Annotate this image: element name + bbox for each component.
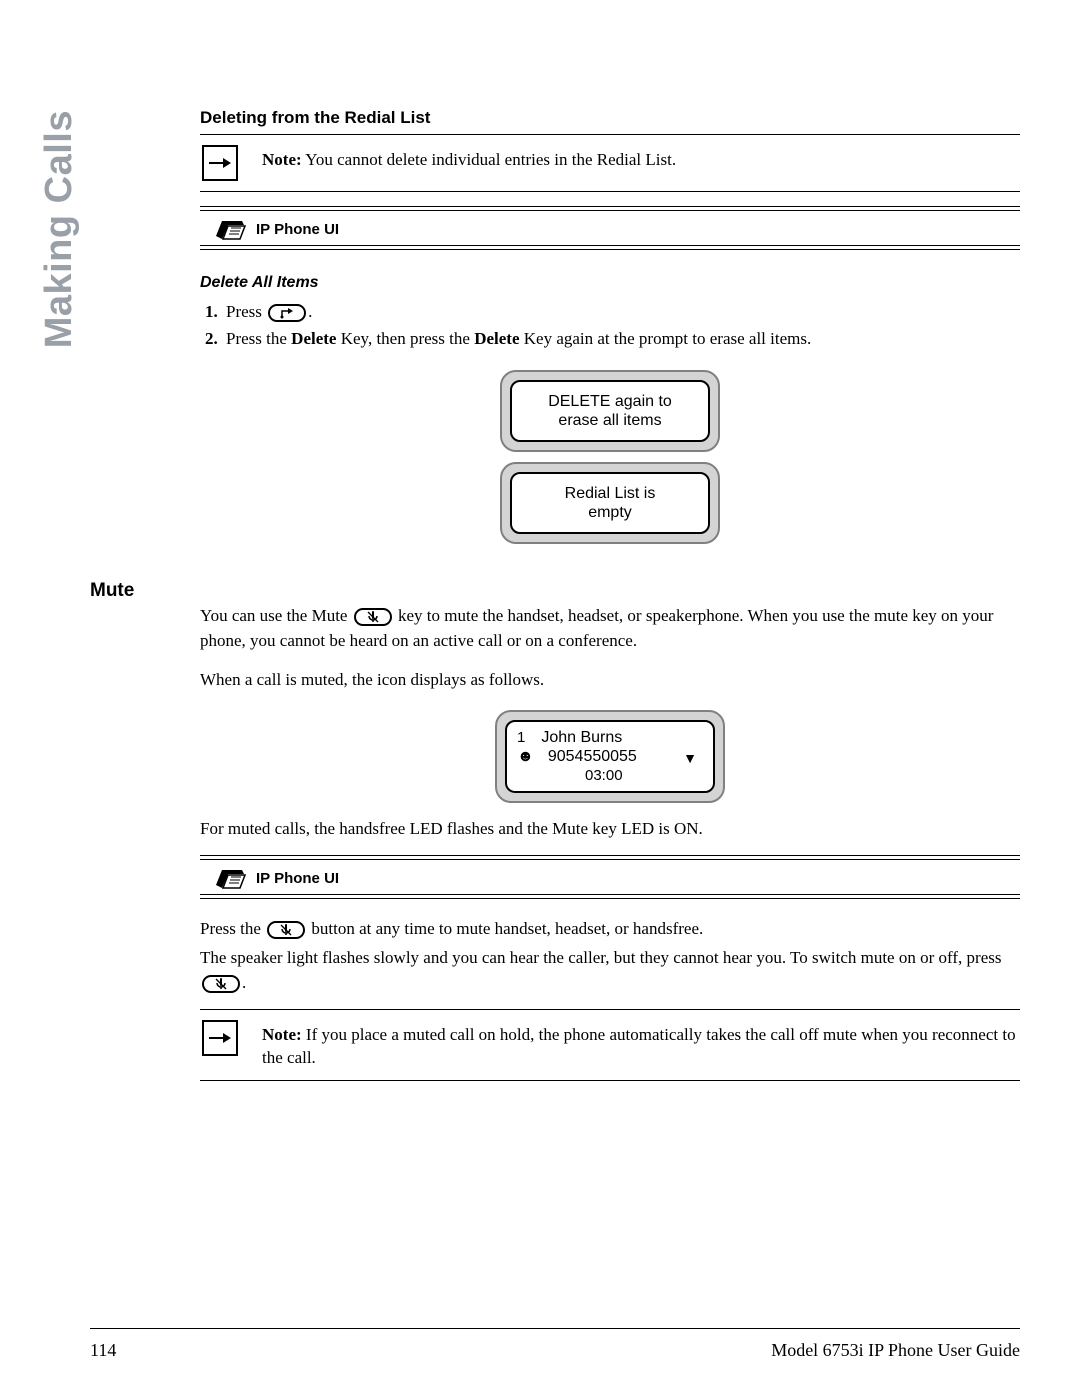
step2-a: Press the bbox=[226, 329, 291, 348]
ui-label: IP Phone UI bbox=[256, 221, 339, 238]
footer-divider bbox=[90, 1328, 1020, 1329]
lcd-screen-1: DELETE again to erase all items bbox=[500, 370, 720, 452]
redial-key-icon bbox=[268, 304, 306, 322]
lcd-screen-mute: 1 John Burns ☻ 9054550055 03:00 ▼ bbox=[495, 710, 725, 802]
footer: 114 Model 6753i IP Phone User Guide bbox=[90, 1340, 1020, 1361]
divider bbox=[200, 191, 1020, 192]
divider bbox=[200, 249, 1020, 250]
note-label: Note: bbox=[262, 1025, 302, 1044]
lcd1-line2: erase all items bbox=[558, 411, 661, 430]
step2-b: Delete bbox=[291, 329, 336, 348]
step-1: Press . bbox=[222, 298, 1020, 325]
subheading-deleting: Deleting from the Redial List bbox=[200, 108, 1020, 128]
lcd2-line2: empty bbox=[588, 503, 632, 522]
note-arrow-icon bbox=[202, 1020, 238, 1056]
divider bbox=[200, 1009, 1020, 1010]
note-body: You cannot delete individual entries in … bbox=[302, 150, 676, 169]
mute-p5-b: . bbox=[242, 973, 246, 992]
note-block: Note: If you place a muted call on hold,… bbox=[200, 1020, 1020, 1070]
page: Making Calls Deleting from the Redial Li… bbox=[0, 0, 1080, 1397]
divider bbox=[200, 898, 1020, 899]
mute-section: You can use the Mute key to mute the han… bbox=[200, 604, 1020, 1081]
mute-key-icon bbox=[354, 608, 392, 626]
phone-icon bbox=[214, 217, 246, 241]
note-text: Note: You cannot delete individual entri… bbox=[262, 145, 676, 172]
lcd-mute-row2: ☻ 9054550055 bbox=[517, 747, 703, 766]
lcd-mute-time: 03:00 bbox=[585, 767, 703, 785]
lcd-inner: Redial List is empty bbox=[510, 472, 710, 534]
mute-status-icon: ☻ bbox=[517, 747, 534, 766]
lcd-mute-phone: 9054550055 bbox=[548, 747, 637, 766]
page-number: 114 bbox=[90, 1340, 116, 1361]
ui-header-block: IP Phone UI bbox=[200, 855, 1020, 899]
divider bbox=[200, 134, 1020, 135]
divider bbox=[200, 245, 1020, 246]
mute-p2: When a call is muted, the icon displays … bbox=[200, 668, 1020, 693]
lcd-mute-line: 1 bbox=[517, 729, 525, 747]
lcd-screen-2: Redial List is empty bbox=[500, 462, 720, 544]
step1-pre: Press bbox=[226, 302, 266, 321]
step2-c: Key, then press the bbox=[336, 329, 474, 348]
mute-p5-a: The speaker light flashes slowly and you… bbox=[200, 948, 1001, 967]
footer-guide: Model 6753i IP Phone User Guide bbox=[771, 1340, 1020, 1361]
mute-p4-a: Press the bbox=[200, 919, 265, 938]
mute-p1: You can use the Mute key to mute the han… bbox=[200, 604, 1020, 653]
mute-p3: For muted calls, the handsfree LED flash… bbox=[200, 817, 1020, 842]
mute-lcd-container: 1 John Burns ☻ 9054550055 03:00 ▼ bbox=[200, 710, 1020, 802]
ui-label: IP Phone UI bbox=[256, 870, 339, 887]
ui-header: IP Phone UI bbox=[200, 860, 1020, 894]
divider bbox=[200, 1080, 1020, 1081]
mute-key-icon bbox=[267, 921, 305, 939]
delete-all-heading: Delete All Items bbox=[200, 274, 1020, 292]
lcd-screens: DELETE again to erase all items Redial L… bbox=[200, 370, 1020, 544]
mute-key-icon bbox=[202, 975, 240, 993]
step2-d: Delete bbox=[474, 329, 519, 348]
note-label: Note: bbox=[262, 150, 302, 169]
lcd-mute-name: John Burns bbox=[541, 728, 622, 747]
lcd2-line1: Redial List is bbox=[565, 484, 656, 503]
phone-icon bbox=[214, 866, 246, 890]
ui-header-block: IP Phone UI bbox=[200, 206, 1020, 250]
mute-p4: Press the button at any time to mute han… bbox=[200, 917, 1020, 942]
divider bbox=[200, 206, 1020, 207]
side-section-title: Making Calls bbox=[38, 110, 81, 348]
lcd-inner: 1 John Burns ☻ 9054550055 03:00 ▼ bbox=[505, 720, 715, 792]
ui-header: IP Phone UI bbox=[200, 211, 1020, 245]
step-2: Press the Delete Key, then press the Del… bbox=[222, 325, 1020, 352]
divider bbox=[200, 894, 1020, 895]
main-content: Deleting from the Redial List Note: You … bbox=[200, 108, 1020, 1081]
mute-p4-b: button at any time to mute handset, head… bbox=[307, 919, 703, 938]
step1-post: . bbox=[308, 302, 312, 321]
steps-list: Press . Press the Delete Key, then press… bbox=[200, 298, 1020, 352]
note-text: Note: If you place a muted call on hold,… bbox=[262, 1020, 1020, 1070]
mute-p5: The speaker light flashes slowly and you… bbox=[200, 946, 1020, 995]
lcd-mute-row1: 1 John Burns bbox=[517, 728, 703, 747]
step2-e: Key again at the prompt to erase all ite… bbox=[520, 329, 812, 348]
note-block: Note: You cannot delete individual entri… bbox=[200, 145, 1020, 181]
heading-mute: Mute bbox=[90, 580, 134, 602]
note-body: If you place a muted call on hold, the p… bbox=[262, 1025, 1016, 1067]
down-arrow-icon: ▼ bbox=[683, 750, 697, 767]
divider bbox=[200, 855, 1020, 856]
note-arrow-icon bbox=[202, 145, 238, 181]
mute-p1-a: You can use the Mute bbox=[200, 606, 352, 625]
lcd-inner: DELETE again to erase all items bbox=[510, 380, 710, 442]
lcd1-line1: DELETE again to bbox=[548, 392, 672, 411]
